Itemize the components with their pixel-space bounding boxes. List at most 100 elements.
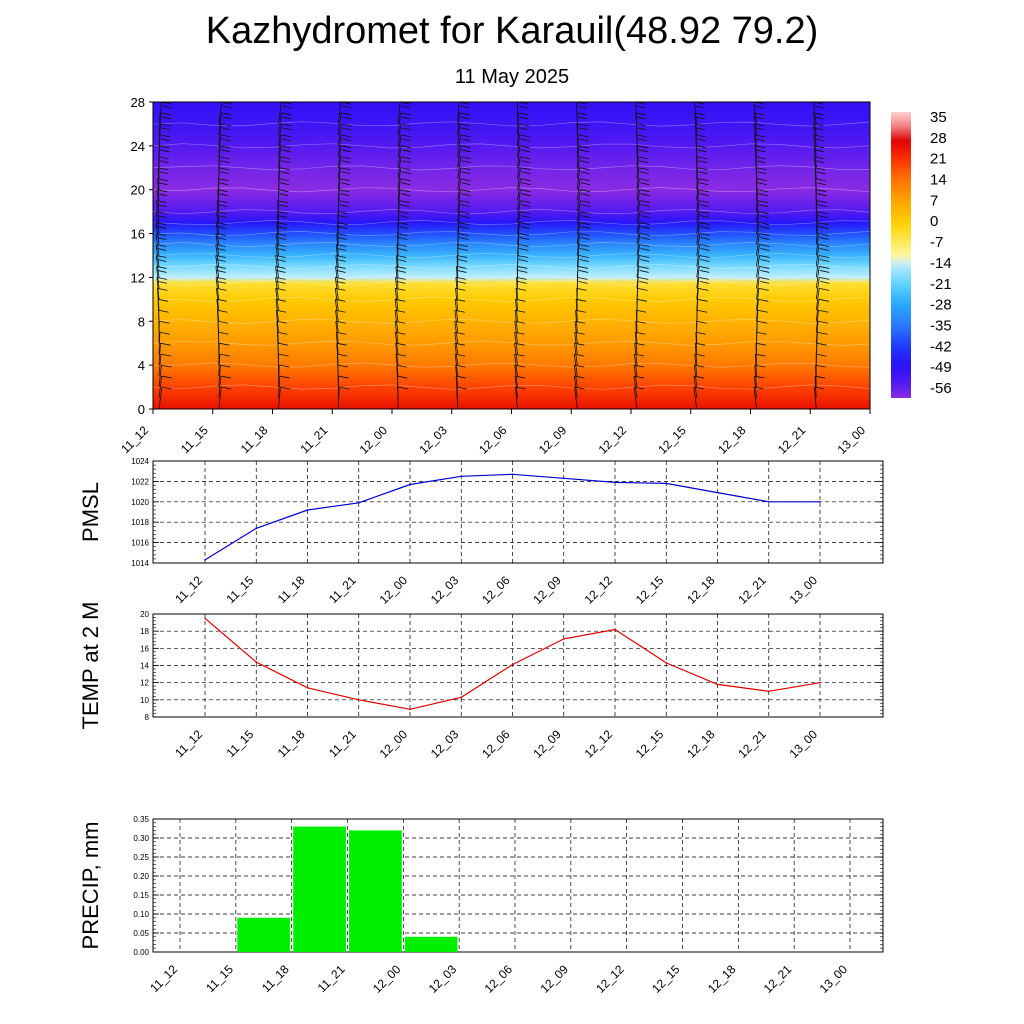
wind-barb-flag <box>816 182 826 186</box>
wind-barb <box>337 123 342 146</box>
wind-barb <box>456 266 459 289</box>
wind-barb-flag <box>639 233 650 236</box>
wind-barb <box>753 376 757 399</box>
wind-barb-flag <box>699 266 710 269</box>
wind-barb-flag <box>280 145 291 149</box>
wind-barb <box>576 156 580 179</box>
wind-barb-flag <box>161 127 171 131</box>
x-tick-label: 12_21 <box>775 423 809 457</box>
wind-barb-flag <box>161 375 172 379</box>
wind-barb-flag <box>455 364 466 368</box>
wind-barb <box>815 244 820 267</box>
wind-barb-flag <box>760 248 770 251</box>
x-tick-label: 12_00 <box>377 573 411 607</box>
wind-barb-flag <box>580 237 590 240</box>
y-tick-label: 8 <box>145 713 150 722</box>
wind-barb <box>696 189 700 212</box>
wind-barb <box>457 123 461 146</box>
wind-barb-flag <box>459 226 469 229</box>
wind-barb <box>517 167 521 190</box>
wind-barb-flag <box>277 237 287 240</box>
wind-barb-flag <box>338 226 348 229</box>
wind-barb-flag <box>520 167 531 171</box>
wind-barb <box>756 233 760 256</box>
data-point <box>306 687 309 689</box>
wind-barb-flag <box>336 233 347 236</box>
x-tick-label: 12_18 <box>705 962 739 996</box>
x-tick-label: 12_06 <box>482 962 516 996</box>
wind-barb <box>218 354 221 377</box>
wind-barb <box>514 310 518 333</box>
wind-barb-flag <box>398 222 409 225</box>
contour-line <box>152 384 871 390</box>
wind-barb <box>334 277 339 300</box>
y-tick-label: 1014 <box>131 559 149 568</box>
wind-barb-flag <box>637 145 648 149</box>
wind-barb-flag <box>520 215 531 218</box>
wind-barb-flag <box>459 105 470 109</box>
contour-line <box>152 165 870 171</box>
wind-barb-flag <box>159 160 169 164</box>
wind-barb-flag <box>340 145 352 149</box>
wind-barb <box>576 233 580 256</box>
wind-barb-flag <box>222 105 232 109</box>
wind-barb-flag <box>159 134 171 138</box>
wind-barb-flag <box>158 167 169 171</box>
wind-barb-flag <box>216 259 226 262</box>
data-point <box>409 708 411 711</box>
wind-barb-flag <box>638 266 649 269</box>
wind-barb <box>574 343 578 366</box>
wind-barb <box>155 244 160 267</box>
wind-barb <box>275 310 279 333</box>
wind-barb <box>636 244 640 267</box>
x-tick-label: 12_09 <box>530 573 564 607</box>
wind-barb-flag <box>639 211 651 214</box>
wind-barb-flag <box>216 287 227 291</box>
wind-barb-flag <box>337 211 349 214</box>
wind-barb-flag <box>819 287 830 291</box>
wind-barb-flag <box>579 244 590 247</box>
wind-barb <box>156 266 160 289</box>
wind-barb-flag <box>695 105 705 109</box>
wind-barb <box>158 343 161 366</box>
wind-barb-flag <box>576 287 587 291</box>
wind-barb-flag <box>160 342 171 346</box>
wind-barb-flag <box>399 226 409 229</box>
x-tick-label: 12_06 <box>479 573 513 607</box>
wind-barb-flag <box>401 138 412 142</box>
wind-barb <box>636 200 641 223</box>
wind-barb <box>454 310 459 333</box>
wind-barb <box>636 211 641 234</box>
wind-barb-flag <box>815 364 826 368</box>
wind-barb-flag <box>639 178 650 182</box>
wind-barb <box>695 332 698 355</box>
wind-barb-flag <box>281 160 291 164</box>
wind-barb <box>156 189 160 212</box>
wind-barb <box>454 321 459 344</box>
wind-barb <box>218 101 223 125</box>
wind-barb-flag <box>396 281 406 284</box>
wind-barb-flag <box>757 182 768 186</box>
wind-barb <box>576 134 579 157</box>
wind-barb-flag <box>217 281 227 284</box>
wind-barb <box>455 376 459 399</box>
wind-barb-flag <box>342 127 352 131</box>
wind-barb <box>756 266 760 289</box>
wind-barb <box>457 211 460 234</box>
contour-line <box>152 187 871 193</box>
wind-barb <box>457 189 461 212</box>
wind-barb-flag <box>216 298 227 302</box>
y-tick-label: 16 <box>131 227 145 242</box>
wind-barb-flag <box>400 204 410 208</box>
colorbar: 35 28 21 14 7 0 -7 -14 -21 -28 -35 -42 -49 -56 <box>891 109 952 398</box>
data-point <box>357 699 360 701</box>
wind-barb-flag <box>639 270 649 273</box>
wind-barb-flag <box>278 204 288 208</box>
wind-barb-flag <box>579 178 591 182</box>
wind-barb-flag <box>459 211 470 214</box>
wind-barb <box>275 299 279 322</box>
wind-barb-flag <box>518 233 530 236</box>
wind-barb <box>514 354 518 377</box>
wind-barb <box>515 288 518 311</box>
wind-barb-flag <box>277 211 288 214</box>
